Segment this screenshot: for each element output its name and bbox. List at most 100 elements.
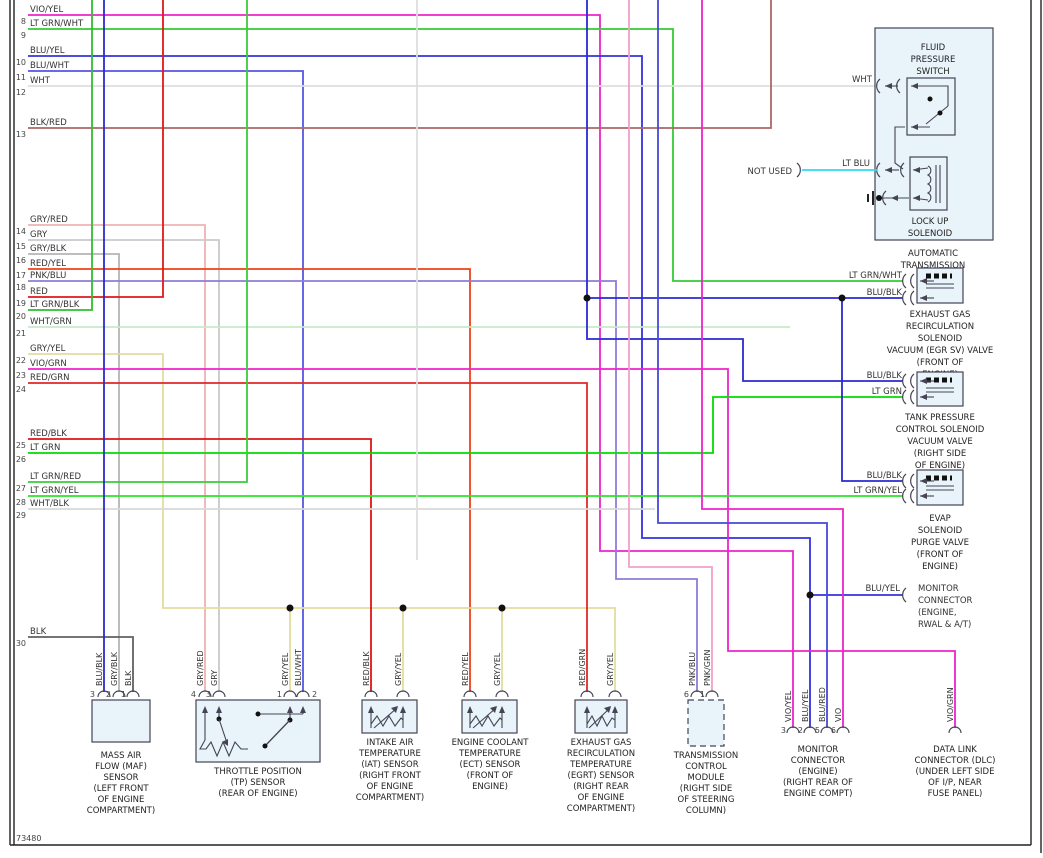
dlc-label: CONNECTOR (DLC) bbox=[915, 756, 996, 766]
wire-name-label: GRY/YEL bbox=[394, 652, 403, 686]
tcm-box bbox=[687, 699, 725, 747]
iat-label: COMPARTMENT) bbox=[356, 793, 424, 803]
wire-gry-yel-bus bbox=[28, 353, 616, 692]
tp-sensor: 4 3 1 2 GRY/RED GRY GRY/YEL BLU/WHT THRO… bbox=[191, 649, 321, 799]
wire-name-label: RED/YEL bbox=[461, 652, 470, 686]
monitor-connector-engine: 3 2 5 6 VIO/YEL BLU/YEL BLU/RED VIO MONI… bbox=[781, 687, 853, 799]
wire-pnk-grn bbox=[628, 0, 713, 692]
tcm-label: TRANSMISSION bbox=[673, 751, 739, 761]
egrt-label: COMPARTMENT) bbox=[567, 804, 635, 814]
potentiometer-symbol bbox=[199, 706, 306, 758]
dlc-label: OF I/P, NEAR bbox=[928, 778, 982, 788]
wire-lt-grn-wht bbox=[28, 28, 903, 282]
row-label: LT GRN/WHT bbox=[30, 19, 84, 29]
ect-label: TEMPERATURE bbox=[458, 749, 521, 759]
wire-name-label: PNK/GRN bbox=[703, 649, 712, 686]
dlc-label: FUSE PANEL) bbox=[928, 789, 983, 799]
wire-name-label: BLU/BLK bbox=[95, 652, 104, 686]
iat-label: (IAT) SENSOR bbox=[361, 760, 418, 770]
pin-number: 1 bbox=[121, 690, 126, 699]
tp-label: (REAR OF ENGINE) bbox=[218, 789, 297, 799]
egrt-label: (EGRT) SENSOR bbox=[568, 771, 635, 781]
row-number: 17 bbox=[16, 271, 26, 280]
ground-icon bbox=[867, 191, 882, 205]
row-number: 16 bbox=[16, 256, 26, 265]
row-number: 24 bbox=[16, 385, 26, 394]
wire-gry-red bbox=[28, 224, 206, 692]
wire-pnk-blu bbox=[28, 280, 698, 692]
row-number: 19 bbox=[16, 299, 26, 308]
tcm-label: COLUMN) bbox=[686, 806, 726, 816]
tank-valve-label: CONTROL SOLENOID bbox=[896, 425, 985, 435]
rwal-label: RWAL & A/T) bbox=[918, 620, 971, 630]
wire-blu-wht bbox=[28, 70, 304, 692]
pin-number: 1 bbox=[277, 690, 282, 699]
tcm-label: MODULE bbox=[688, 773, 725, 783]
monitor-engine-label: (RIGHT REAR OF bbox=[783, 778, 853, 788]
pin-number: 6 bbox=[684, 690, 689, 699]
row-label: LT GRN bbox=[30, 443, 60, 453]
egr-valve-label: VACUUM (EGR SV) VALVE bbox=[887, 346, 994, 356]
monitor-engine-label: ENGINE COMPT) bbox=[784, 789, 853, 799]
wire-name-label: VIO/YEL bbox=[784, 690, 793, 722]
maf-sensor-box bbox=[91, 699, 151, 743]
lockup-coil-symbol bbox=[912, 165, 941, 203]
row-label: RED/YEL bbox=[30, 259, 66, 269]
evap-valve-box bbox=[916, 469, 964, 506]
fluid-pressure-switch-symbol-box bbox=[906, 77, 956, 136]
egrt-label: OF ENGINE bbox=[578, 793, 625, 803]
row-number: 27 bbox=[16, 484, 26, 493]
wire-red-grn bbox=[28, 382, 588, 692]
wire-name-label: RED/GRN bbox=[578, 649, 587, 686]
row-number: 23 bbox=[16, 371, 26, 380]
wire-gry-blk bbox=[28, 253, 120, 692]
row-label: GRY/RED bbox=[30, 215, 68, 225]
fluid-pressure-switch-label: SWITCH bbox=[916, 67, 949, 77]
internal-wire bbox=[894, 126, 905, 170]
wire-name-label: GRY/BLK bbox=[110, 651, 119, 686]
junction-dots bbox=[286, 294, 846, 612]
row-number: 28 bbox=[16, 498, 26, 507]
maf-label: MASS AIR bbox=[101, 751, 142, 761]
tank-valve-label: VACUUM VALVE bbox=[907, 437, 972, 447]
maf-label: FLOW (MAF) bbox=[95, 762, 147, 772]
tank-valve-box bbox=[916, 371, 964, 407]
row-label: LT GRN/RED bbox=[30, 472, 81, 482]
lt-blu-wire-label: LT BLU bbox=[842, 159, 870, 169]
row-label: GRY/YEL bbox=[30, 344, 66, 354]
wire-red-yel bbox=[28, 268, 471, 692]
row-label: VIO/GRN bbox=[30, 359, 67, 369]
page-border bbox=[9, 0, 1042, 853]
automatic-transmission-label: AUTOMATIC bbox=[908, 249, 958, 259]
wire-lt-grn bbox=[28, 396, 903, 454]
row-label: RED bbox=[30, 287, 48, 297]
iat-label: TEMPERATURE bbox=[358, 749, 421, 759]
evap-in1-label: BLU/BLK bbox=[867, 471, 903, 481]
row-label: BLK bbox=[30, 627, 47, 637]
row-label: RED/BLK bbox=[30, 429, 67, 439]
row-label: VIO/YEL bbox=[30, 5, 63, 15]
egr-in2-label: BLU/BLK bbox=[867, 288, 903, 298]
iat-label: OF ENGINE bbox=[367, 782, 414, 792]
connector-arc bbox=[876, 78, 881, 94]
egr-valve-label: SOLENOID bbox=[918, 334, 963, 344]
tp-sensor-box bbox=[195, 699, 321, 763]
fluid-pressure-switch-label: PRESSURE bbox=[911, 55, 956, 65]
tp-label: THROTTLE POSITION bbox=[213, 767, 302, 777]
wire-name-label: GRY/YEL bbox=[606, 652, 615, 686]
lockup-solenoid-label: LOCK UP bbox=[912, 217, 949, 227]
row-label: RED/GRN bbox=[30, 373, 70, 383]
wire-name-label: GRY/YEL bbox=[493, 652, 502, 686]
thermistor-symbol bbox=[368, 706, 406, 729]
thermistor-symbol bbox=[584, 706, 618, 729]
egr-valve-label: RECIRCULATION bbox=[906, 322, 974, 332]
wire-name-label: GRY bbox=[210, 670, 219, 686]
ect-label: ENGINE COOLANT bbox=[452, 738, 530, 748]
lockup-solenoid-symbol-box bbox=[909, 156, 948, 211]
row-number: 12 bbox=[16, 88, 26, 97]
rwal-label: (ENGINE, bbox=[918, 608, 957, 618]
solenoid-symbol bbox=[920, 475, 954, 499]
monitor-engine-label: (ENGINE) bbox=[798, 767, 837, 777]
row-label: PNK/BLU bbox=[30, 271, 66, 281]
wire-blu-yel bbox=[28, 55, 811, 728]
